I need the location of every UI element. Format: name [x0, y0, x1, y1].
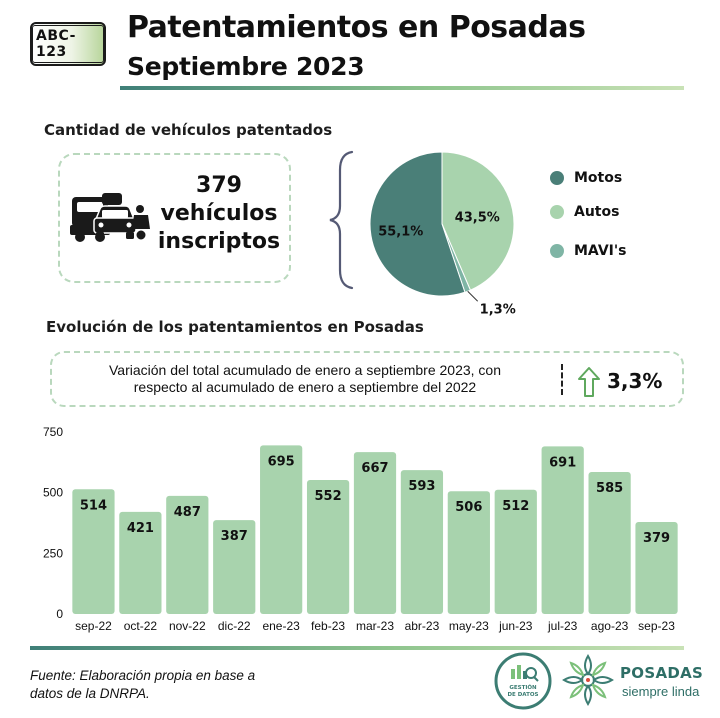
variation-value: 3,3%	[607, 369, 663, 393]
bar-ene-23	[260, 445, 303, 614]
bar-value-label: 593	[408, 479, 435, 494]
bar-value-label: 387	[221, 529, 248, 544]
bar-value-label: 695	[268, 454, 295, 469]
pie-chart: 55,1% 43,5% 1,3%	[369, 151, 516, 317]
bar-value-label: 585	[596, 481, 623, 496]
bar-value-label: 512	[502, 499, 529, 514]
variation-text-line1: Variación del total acumulado de enero a…	[109, 362, 501, 378]
pie-label-autos: 43,5%	[455, 211, 500, 226]
bar-chart: 0 250 500 750 514 sep-22 421 oct-22 487 nov-22 387…	[43, 425, 678, 633]
pie-slice-motos	[369, 151, 466, 297]
posadas-logo-name: POSADAS	[620, 664, 704, 682]
gestion-logo-line2: DE DATOS	[507, 692, 538, 698]
bar-value-label: 379	[643, 531, 670, 546]
x-tick-label: dic-22	[218, 619, 251, 633]
y-tick-label: 500	[43, 486, 63, 500]
section-heading-evolucion: Evolución de los patentamientos en Posad…	[46, 318, 424, 336]
title-divider	[120, 86, 684, 90]
x-tick-label: abr-23	[405, 619, 440, 633]
legend-label-mavis: MAVI's	[574, 243, 627, 259]
variation-card	[50, 351, 684, 407]
pie-label-motos: 55,1%	[378, 225, 423, 240]
count-label-2: inscriptos	[157, 229, 281, 254]
brace-divider	[329, 150, 354, 290]
gestion-logo-line1: GESTIÓN	[509, 684, 537, 691]
posadas-logo	[562, 654, 614, 706]
posadas-logo-tagline: siempre linda	[622, 684, 700, 699]
variation-separator	[561, 364, 563, 395]
y-tick-label: 250	[43, 546, 63, 560]
bar-abr-23	[400, 470, 444, 614]
vehicles-icon	[70, 193, 150, 242]
footer-divider	[30, 646, 684, 650]
pie-slice-autos	[441, 151, 515, 291]
arrow-up-icon	[578, 367, 600, 397]
plate-text: ABC-123	[32, 25, 104, 63]
count-label-1: vehículos	[160, 201, 278, 226]
y-tick-label: 750	[43, 425, 63, 439]
x-tick-label: sep-22	[75, 619, 112, 633]
bar-mar-23	[353, 452, 397, 614]
bar-dic-22	[213, 520, 256, 614]
section-heading-cantidad: Cantidad de vehículos patentados	[44, 121, 333, 139]
x-tick-label: mar-23	[356, 619, 394, 633]
x-tick-label: oct-22	[124, 619, 158, 633]
x-tick-label: ago-23	[591, 619, 629, 633]
variation-description: Variación del total acumulado de enero a…	[60, 362, 550, 396]
x-tick-label: nov-22	[169, 619, 206, 633]
source-note: Fuente: Elaboración propia en base a dat…	[30, 667, 255, 703]
x-tick-label: may-23	[449, 619, 489, 633]
count-number: 379	[196, 173, 242, 198]
x-tick-label: ene-23	[262, 619, 300, 633]
legend-item-autos: Autos	[550, 204, 619, 220]
legend-item-motos: Motos	[550, 170, 622, 186]
legend-swatch-mavis	[550, 244, 564, 258]
variation-text-line2: respecto al acumulado de enero a septiem…	[133, 379, 477, 395]
bar-sep-23	[635, 522, 678, 614]
bar-value-label: 487	[174, 505, 201, 520]
bar-value-label: 667	[361, 461, 388, 476]
bar-value-label: 691	[549, 455, 576, 470]
bar-feb-23	[306, 480, 350, 614]
bar-jun-23	[494, 489, 537, 614]
x-tick-label: sep-23	[638, 619, 675, 633]
vehicle-count: 379 vehículos inscriptos	[150, 172, 288, 256]
bar-value-label: 514	[80, 498, 107, 513]
page-title: Patentamientos en Posadas	[127, 10, 586, 45]
source-line-2: datos de la DNRPA.	[30, 686, 150, 701]
count-card	[58, 153, 291, 283]
bar-sep-22	[72, 489, 115, 614]
bar-value-label: 552	[315, 489, 342, 504]
gestion-datos-logo: GESTIÓN DE DATOS	[494, 652, 552, 710]
source-line-1: Fuente: Elaboración propia en base a	[30, 668, 256, 683]
legend-item-mavis: MAVI's	[550, 243, 626, 259]
bar-value-label: 506	[455, 500, 482, 515]
x-tick-label: jun-23	[498, 619, 533, 633]
legend-swatch-motos	[550, 171, 564, 185]
legend-label-motos: Motos	[574, 170, 623, 186]
x-tick-label: jul-23	[547, 619, 578, 633]
legend-swatch-autos	[550, 205, 564, 219]
bar-ago-23	[588, 472, 631, 614]
bar-may-23	[447, 491, 490, 614]
bar-value-label: 421	[127, 521, 154, 536]
bar-oct-22	[119, 511, 162, 614]
y-tick-label: 0	[56, 607, 63, 621]
bar-jul-23	[541, 446, 584, 614]
pie-leader-mavis	[467, 290, 479, 302]
pie-label-mavis: 1,3%	[480, 302, 516, 317]
page-subtitle: Septiembre 2023	[127, 52, 365, 81]
legend-label-autos: Autos	[574, 204, 620, 220]
x-tick-label: feb-23	[311, 619, 345, 633]
bar-nov-22	[166, 495, 209, 614]
license-plate-icon: ABC-123	[30, 22, 106, 66]
